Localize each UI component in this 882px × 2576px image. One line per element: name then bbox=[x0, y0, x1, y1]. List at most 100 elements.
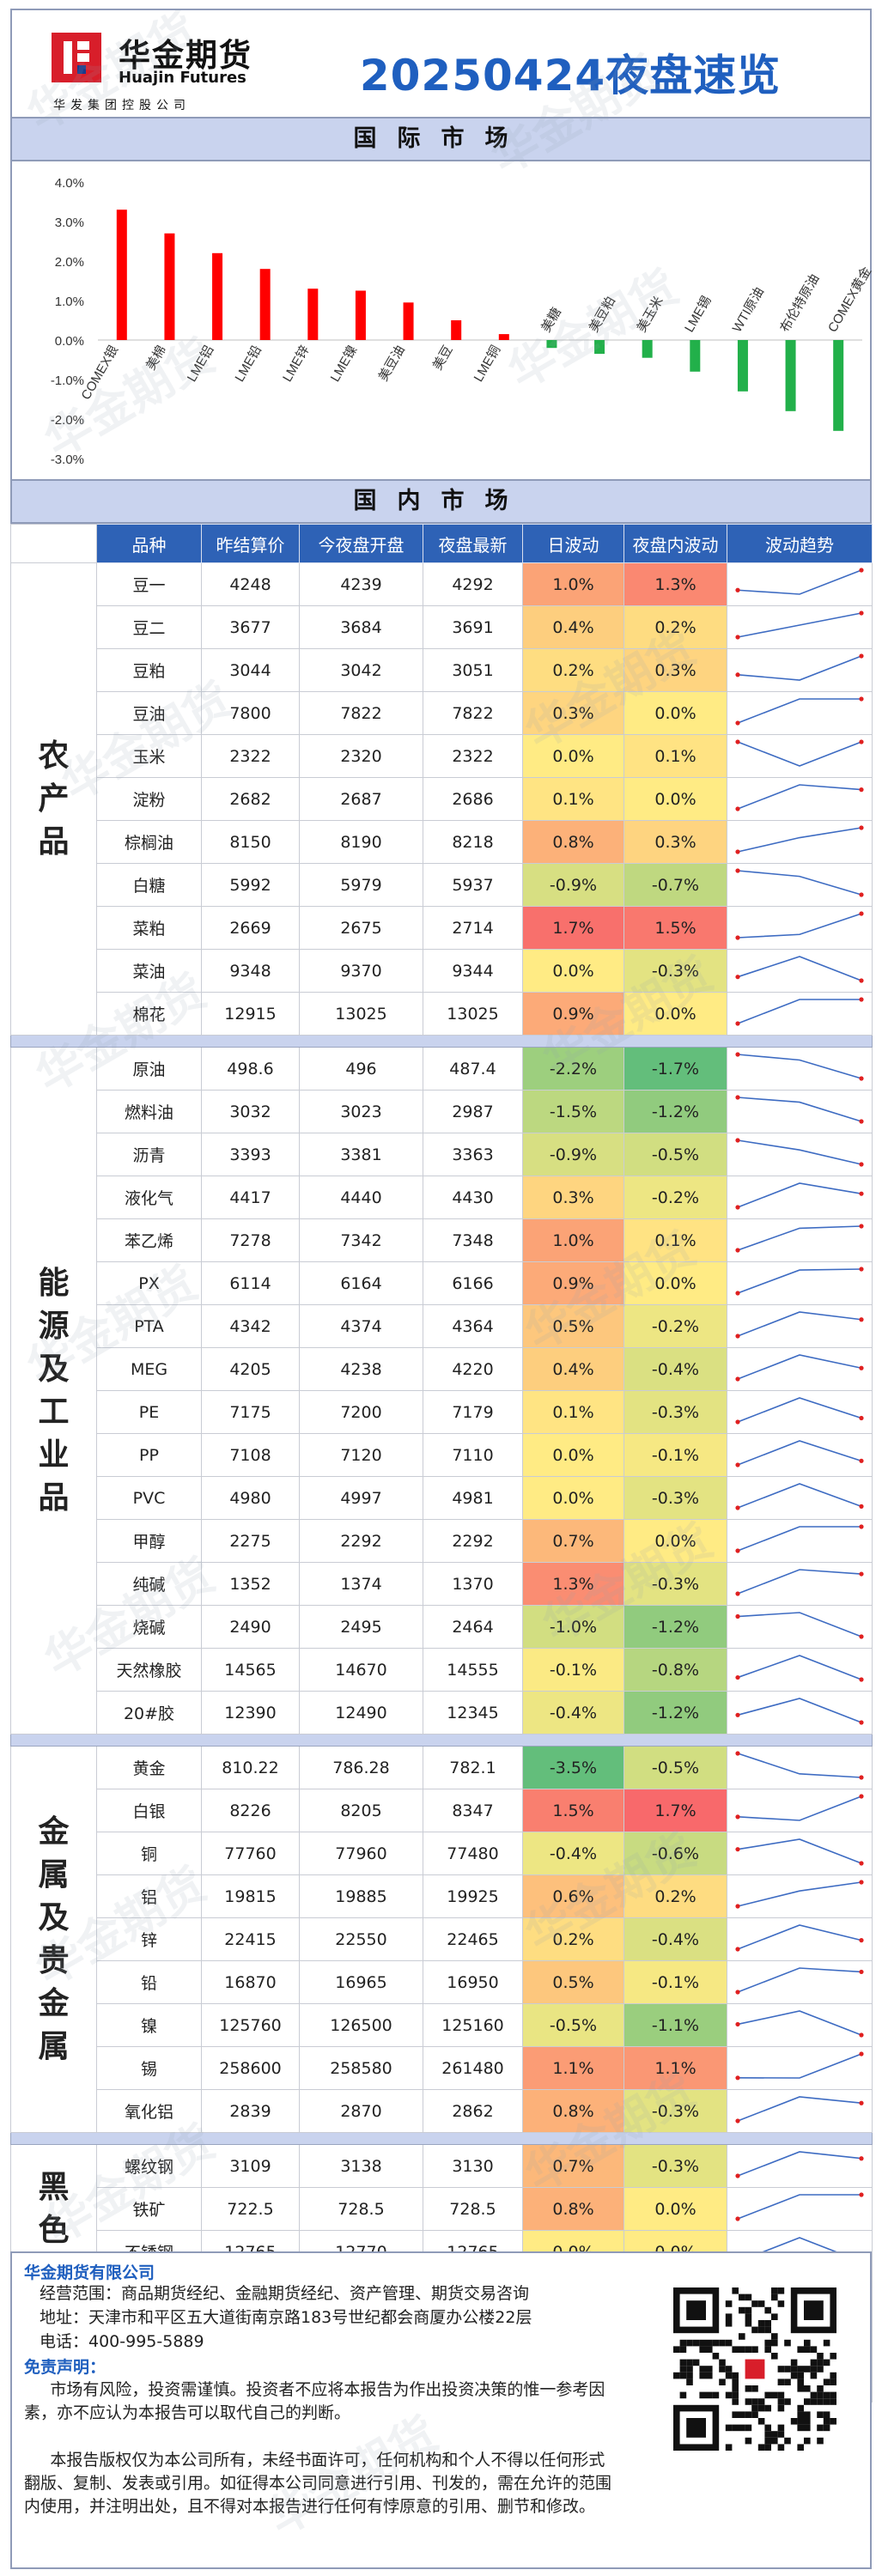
sparkline bbox=[735, 2051, 864, 2081]
group-separator bbox=[10, 2132, 873, 2145]
night-change-cell: 0.2% bbox=[623, 605, 727, 649]
sparkline-path bbox=[737, 1924, 862, 1950]
sparkline-path bbox=[737, 870, 862, 896]
night-latest-cell: 3051 bbox=[423, 648, 523, 692]
variety-cell: PX bbox=[96, 1261, 202, 1305]
sparkline-start-marker bbox=[735, 975, 740, 980]
night-open-cell: 4374 bbox=[299, 1304, 423, 1348]
sparkline bbox=[735, 2010, 864, 2038]
qr-module bbox=[686, 2372, 693, 2379]
sparkline bbox=[735, 1569, 864, 1596]
prev-settle-cell: 810.22 bbox=[201, 1746, 300, 1789]
variety-cell: 沥青 bbox=[96, 1133, 202, 1176]
qr-module bbox=[804, 2418, 811, 2425]
night-latest-cell: 4292 bbox=[423, 562, 523, 606]
qr-module bbox=[745, 2346, 752, 2353]
table-row: PVC 4980 4997 4981 0.0% -0.3% bbox=[11, 1476, 873, 1520]
qr-module bbox=[817, 2353, 824, 2360]
sparkline-path bbox=[737, 1354, 862, 1380]
sparkline bbox=[735, 1267, 864, 1296]
night-change-cell: -0.3% bbox=[623, 1390, 727, 1434]
night-open-cell: 3138 bbox=[299, 2144, 423, 2188]
trend-cell bbox=[727, 820, 873, 864]
qr-module bbox=[739, 2306, 745, 2314]
qr-module bbox=[777, 2424, 785, 2432]
x-tick-label: WTI原油 bbox=[730, 285, 767, 335]
sparkline bbox=[735, 997, 864, 1026]
table-row: PTA 4342 4374 4364 0.5% -0.2% bbox=[11, 1304, 873, 1348]
qr-module bbox=[706, 2339, 713, 2347]
qr-module bbox=[823, 2391, 830, 2399]
night-open-cell: 7200 bbox=[299, 1390, 423, 1434]
qr-module bbox=[817, 2359, 824, 2366]
table-row: MEG 4205 4238 4220 0.4% -0.4% bbox=[11, 1347, 873, 1391]
trend-cell bbox=[727, 1562, 873, 1606]
night-open-cell: 2320 bbox=[299, 734, 423, 778]
night-open-cell: 4440 bbox=[299, 1176, 423, 1219]
bar bbox=[690, 340, 701, 372]
table-row: 黑色及建材螺纹钢3109313831300.7%-0.3% bbox=[10, 2144, 873, 2403]
y-tick-label: -1.0% bbox=[51, 374, 84, 388]
qr-module bbox=[699, 2366, 706, 2372]
intl-market-chart: 4.0% 3.0% 2.0% 1.0% 0.0% -1.0% -2.0% -3.0% COMEX… bbox=[10, 161, 874, 479]
trend-cell bbox=[727, 1304, 873, 1348]
qr-module bbox=[719, 2359, 726, 2366]
qr-module bbox=[823, 2379, 830, 2385]
x-tick-label: 美糖 bbox=[538, 306, 564, 335]
sparkline-start-marker bbox=[735, 1505, 740, 1510]
variety-cell: 菜粕 bbox=[96, 906, 202, 950]
daily-change-cell: 0.5% bbox=[522, 1304, 624, 1348]
trend-cell bbox=[727, 863, 873, 907]
night-latest-cell: 8347 bbox=[423, 1789, 523, 1832]
trend-cell bbox=[727, 1789, 873, 1832]
daily-change-cell: -3.5% bbox=[522, 1746, 624, 1789]
bar bbox=[833, 340, 844, 431]
prev-settle-cell: 4205 bbox=[201, 1347, 300, 1391]
bar bbox=[785, 340, 796, 411]
qr-module bbox=[673, 2346, 680, 2353]
sparkline-path bbox=[737, 1838, 862, 1864]
qr-module bbox=[751, 2398, 758, 2405]
table-row: 白银 8226 8205 8347 1.5% 1.7% bbox=[11, 1789, 873, 1832]
variety-cell: PVC bbox=[96, 1476, 202, 1520]
night-change-cell: 0.0% bbox=[623, 1519, 727, 1563]
table-row: 甲醇 2275 2292 2292 0.7% 0.0% bbox=[11, 1519, 873, 1563]
trend-cell bbox=[727, 1390, 873, 1434]
qr-module bbox=[804, 2411, 811, 2418]
prev-settle-cell: 7278 bbox=[201, 1218, 300, 1262]
daily-change-cell: 0.2% bbox=[522, 648, 624, 692]
qr-module bbox=[706, 2366, 713, 2372]
qr-module bbox=[719, 2366, 726, 2372]
qr-finder-core bbox=[686, 2300, 706, 2320]
table-row: 铁矿 722.5 728.5 728.5 0.8% 0.0% bbox=[11, 2187, 873, 2231]
table-row: 豆二 3677 3684 3691 0.4% 0.2% bbox=[11, 605, 873, 649]
night-change-cell: -0.1% bbox=[623, 1433, 727, 1477]
qr-module bbox=[699, 2372, 706, 2379]
sparkline bbox=[735, 868, 864, 897]
qr-module bbox=[686, 2359, 693, 2366]
night-change-cell: -0.4% bbox=[623, 1347, 727, 1391]
qr-module bbox=[797, 2418, 804, 2425]
sparkline bbox=[735, 1655, 864, 1682]
prev-settle-cell: 4248 bbox=[201, 562, 300, 606]
sparkline-path bbox=[737, 2053, 862, 2079]
qr-module bbox=[739, 2293, 745, 2301]
daily-change-cell: 0.0% bbox=[522, 734, 624, 778]
bar bbox=[355, 290, 366, 340]
sparkline-path bbox=[737, 1097, 862, 1122]
sparkline-path bbox=[737, 1795, 862, 1821]
qr-module bbox=[777, 2398, 785, 2405]
sparkline-path bbox=[737, 1139, 862, 1165]
qr-module bbox=[823, 2418, 830, 2425]
qr-module bbox=[771, 2293, 778, 2301]
header-trend: 波动趋势 bbox=[727, 524, 873, 563]
category-text: 金属及贵金属 bbox=[38, 1814, 70, 2064]
prev-settle-cell: 1352 bbox=[201, 1562, 300, 1606]
variety-cell: 燃料油 bbox=[96, 1090, 202, 1133]
x-tick-label: COMEX银 bbox=[79, 343, 122, 403]
sparkline-start-marker bbox=[735, 739, 740, 744]
table-row: PX 6114 6164 6166 0.9% 0.0% bbox=[11, 1261, 873, 1305]
sparkline-start-marker bbox=[735, 2173, 740, 2178]
disclaimer-paragraph-2: 本报告版权仅为本公司所有，未经书面许可，任何机构和个人不得以任何形式翻版、复制、… bbox=[24, 2451, 612, 2516]
table-row: 燃料油 3032 3023 2987 -1.5% -1.2% bbox=[11, 1090, 873, 1133]
